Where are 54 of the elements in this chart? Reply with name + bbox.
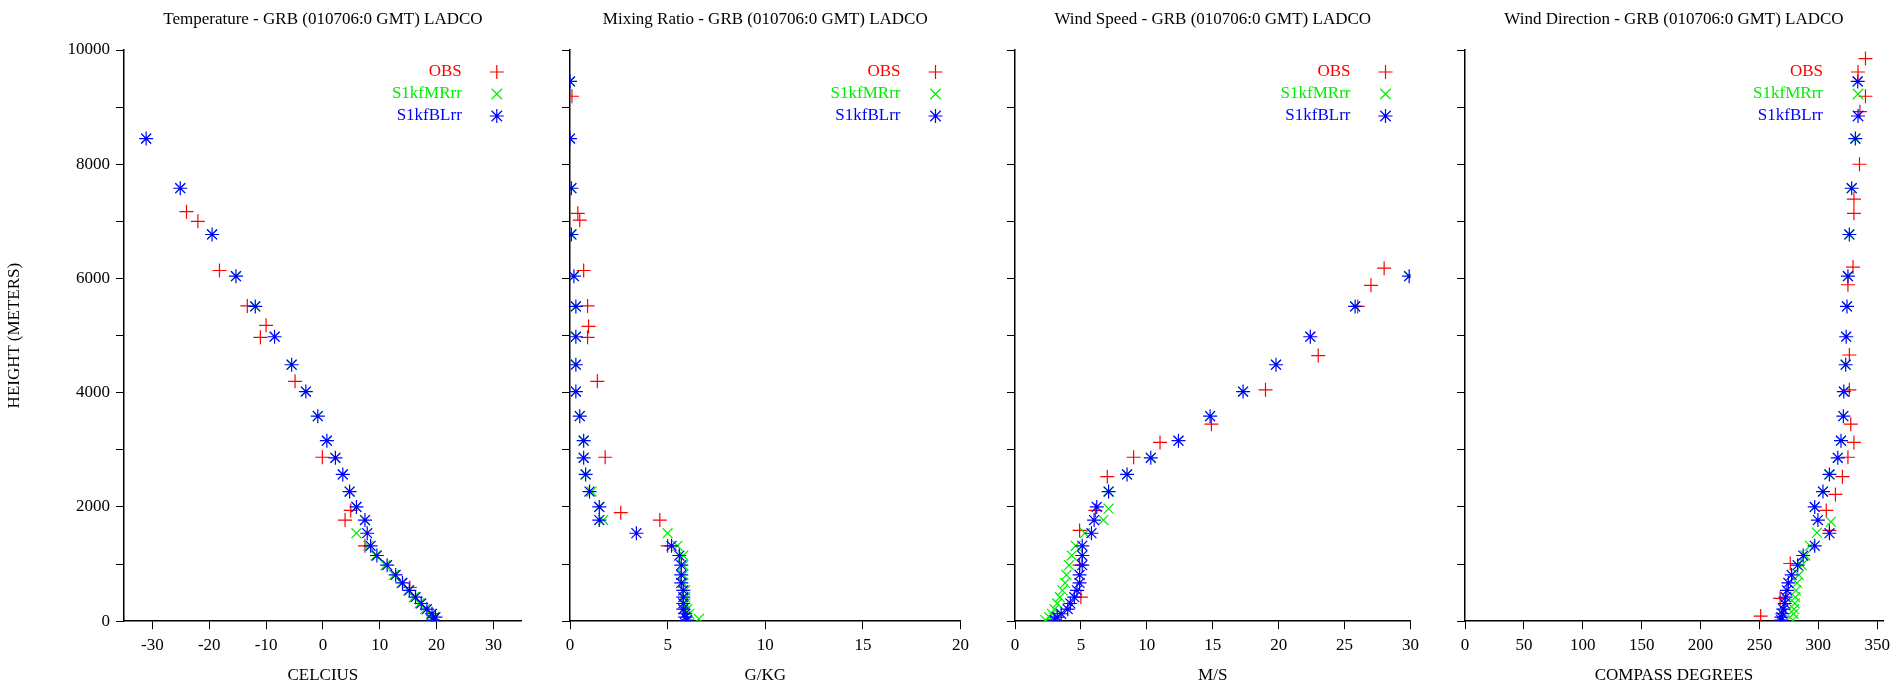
x-tick-label: -10 [254, 634, 278, 654]
x-tick-label: 30 [1402, 634, 1419, 654]
x-tick-label: 15 [1204, 634, 1222, 654]
y-tick-label: 4000 [76, 382, 110, 402]
x-tick-label: 20 [952, 634, 969, 654]
x-tick-label: 10 [1138, 634, 1156, 654]
x-tick-label: 0 [1460, 634, 1470, 654]
y-tick-label: 6000 [76, 267, 110, 287]
x-tick-label: 20 [428, 634, 446, 654]
legend-label: OBS [1317, 61, 1351, 81]
legend-label: S1kfBLrr [1285, 105, 1351, 125]
x-axis-title: COMPASS DEGREES [1594, 665, 1754, 685]
legend-label: S1kfBLrr [396, 105, 463, 125]
x-tick-label: 30 [484, 634, 502, 654]
x-tick-label: 0 [1010, 634, 1020, 654]
legend-label: S1kfMRrr [1280, 83, 1351, 103]
legend-label: S1kfBLrr [1757, 105, 1824, 125]
legend-label: S1kfMRrr [391, 83, 463, 103]
x-tick-label: 150 [1628, 634, 1655, 654]
x-tick-label: 100 [1570, 634, 1596, 654]
x-axis-title: CELCIUS [287, 665, 359, 685]
x-tick-label: 350 [1864, 634, 1890, 654]
x-tick-label: 10 [371, 634, 389, 654]
x-tick-label: 20 [1270, 634, 1288, 654]
y-axis-title: HEIGHT (METERS) [3, 262, 23, 409]
x-tick-label: 300 [1805, 634, 1832, 654]
x-tick-label: 0 [318, 634, 328, 654]
y-tick-label: 8000 [76, 153, 110, 173]
y-tick-label: 0 [101, 610, 110, 630]
chart-title: Temperature - GRB (010706:0 GMT) LADCO [163, 9, 483, 29]
x-tick-label: -20 [197, 634, 221, 654]
x-tick-label: 5 [663, 634, 672, 654]
legend-label: S1kfMRrr [1753, 83, 1824, 103]
legend-label: OBS [428, 61, 462, 81]
x-axis-title: M/S [1198, 665, 1228, 685]
x-tick-label: 25 [1336, 634, 1354, 654]
legend-label: S1kfMRrr [830, 83, 901, 103]
y-tick-label: 10000 [67, 39, 110, 59]
x-axis-title: G/KG [744, 665, 787, 685]
x-tick-label: 250 [1746, 634, 1773, 654]
chart-title: Wind Speed - GRB (010706:0 GMT) LADCO [1054, 9, 1372, 29]
chart-title: Mixing Ratio - GRB (010706:0 GMT) LADCO [602, 9, 928, 29]
x-tick-label: 200 [1687, 634, 1714, 654]
legend-label: OBS [1789, 61, 1824, 81]
chart-title: Wind Direction - GRB (010706:0 GMT) LADCO [1504, 9, 1844, 29]
y-tick-label: 2000 [76, 496, 110, 516]
x-tick-label: 5 [1076, 634, 1086, 654]
x-tick-label: 10 [756, 634, 774, 654]
x-tick-label: -30 [141, 634, 164, 654]
legend-label: OBS [867, 61, 901, 81]
x-tick-label: 15 [854, 634, 872, 654]
x-tick-label: 0 [565, 634, 575, 654]
legend-label: S1kfBLrr [835, 105, 901, 125]
x-tick-label: 50 [1515, 634, 1533, 654]
